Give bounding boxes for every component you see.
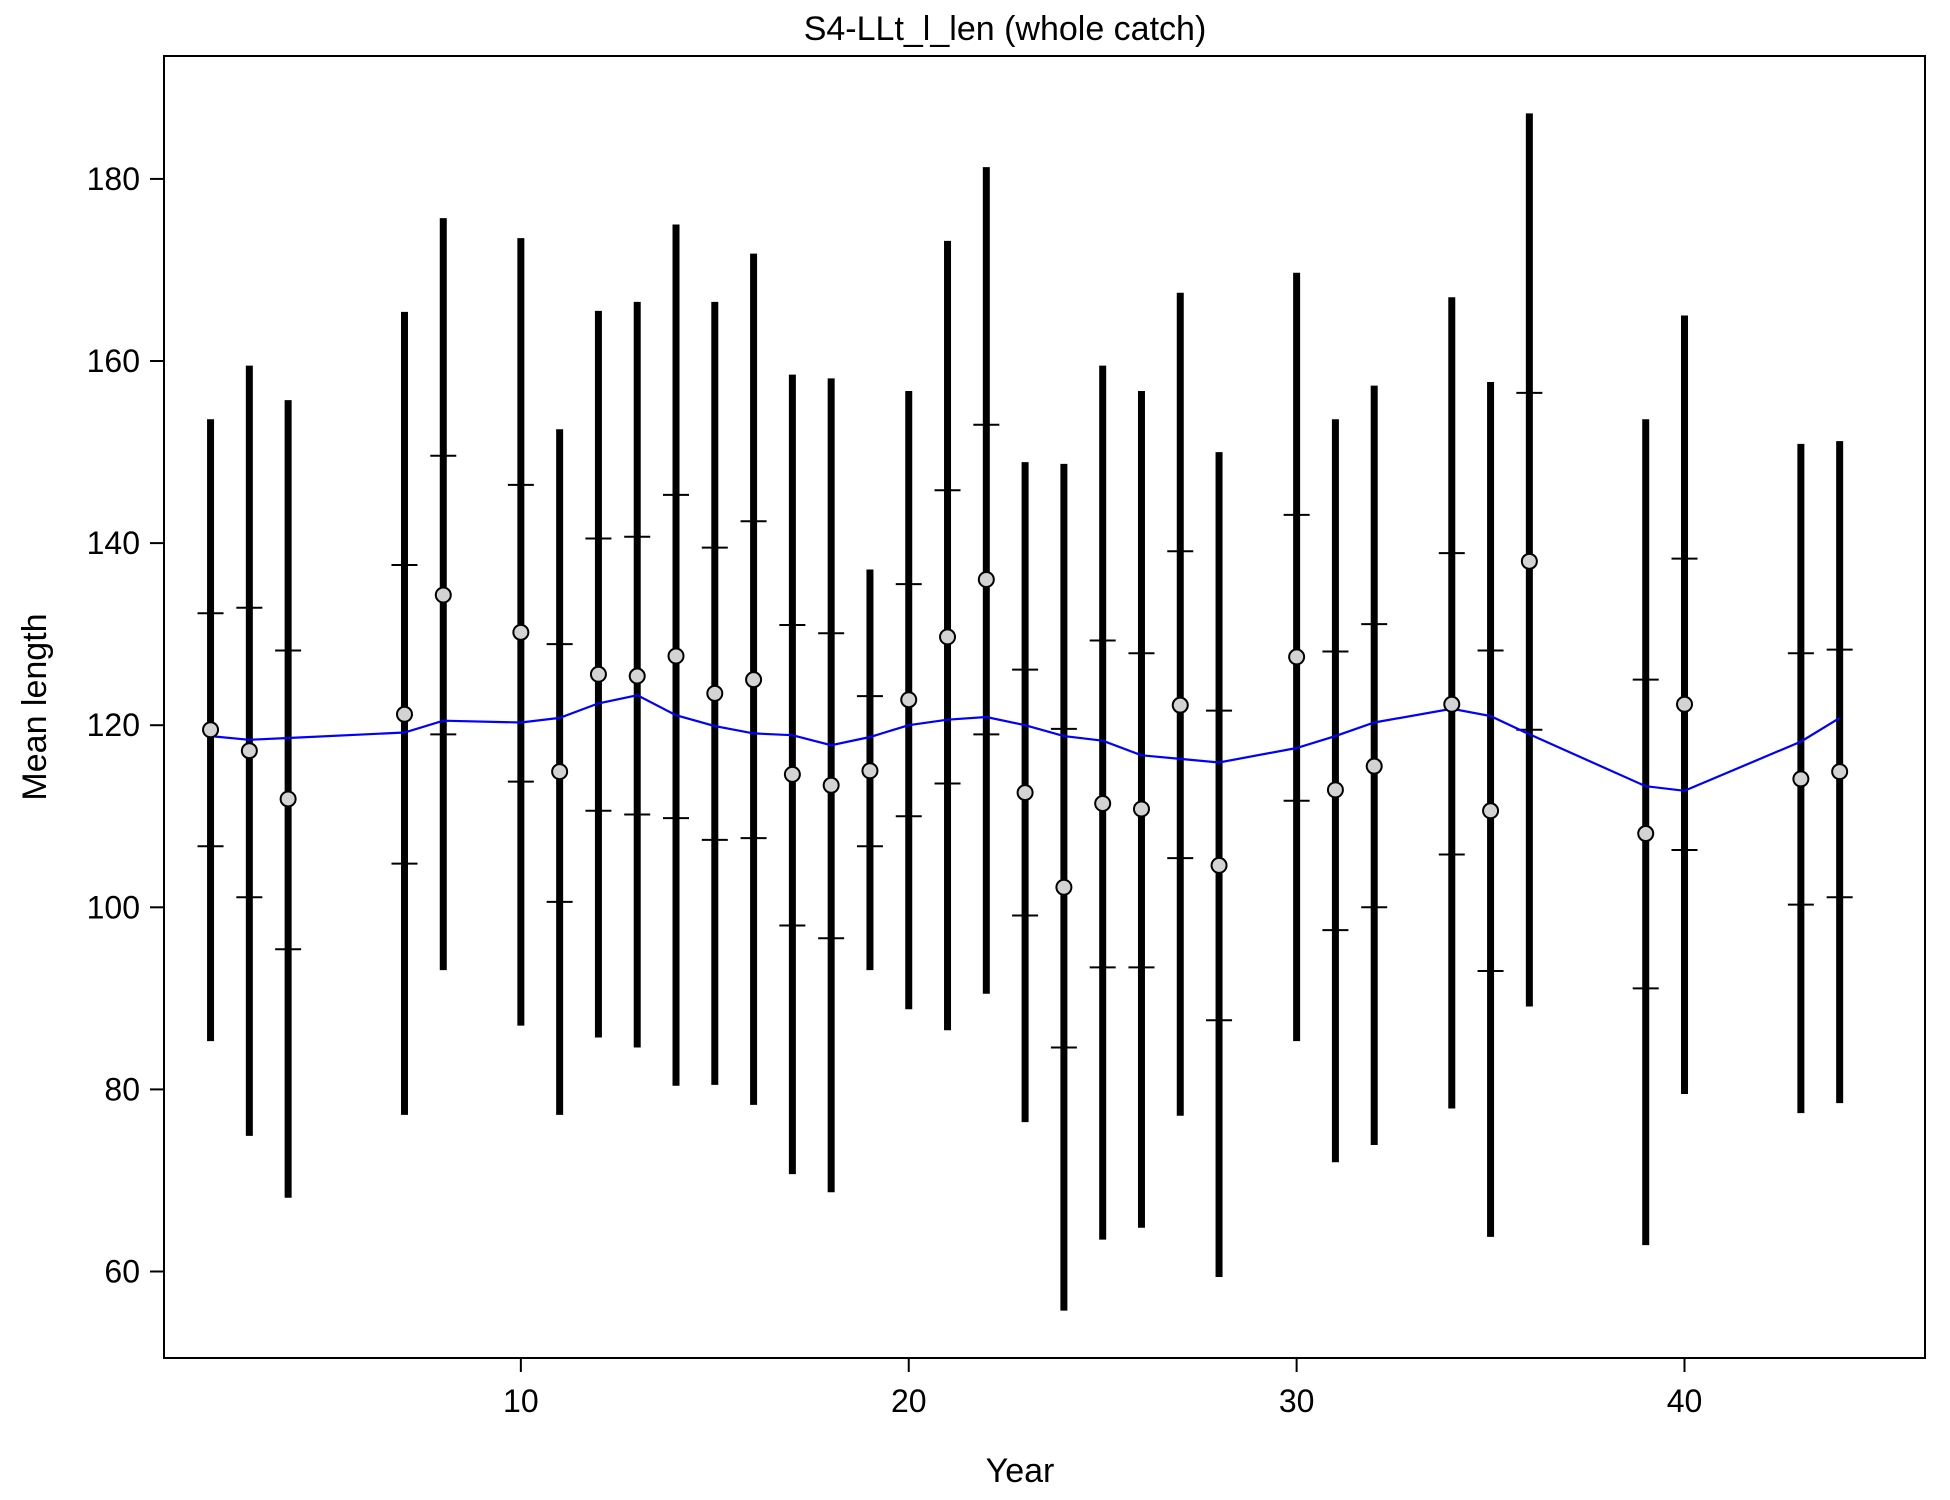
data-point [1171, 696, 1189, 714]
data-point [395, 705, 413, 723]
data-point [1831, 763, 1849, 781]
y-tick-label: 140 [87, 525, 140, 561]
observed-points [202, 552, 1849, 896]
y-tick-label: 120 [87, 707, 140, 743]
data-point [512, 623, 530, 641]
interval-ticks [197, 391, 1853, 1049]
data-point [822, 776, 840, 794]
data-point [1288, 648, 1306, 666]
chart-title: S4-LLt_l_len (whole catch) [804, 10, 1207, 48]
data-point [1210, 856, 1228, 874]
data-point [900, 691, 918, 709]
data-point [939, 628, 957, 646]
data-point [628, 667, 646, 685]
plot-frame [163, 55, 1926, 1359]
data-point [1637, 825, 1655, 843]
data-point [202, 721, 220, 739]
y-tick-label: 160 [87, 343, 140, 379]
data-point [1055, 878, 1073, 896]
data-point [589, 665, 607, 683]
data-point [977, 571, 995, 589]
data-point [1326, 781, 1344, 799]
data-point [434, 586, 452, 604]
x-axis: 10 20 30 40 [503, 1358, 1702, 1419]
x-tick-label: 30 [1279, 1383, 1315, 1419]
data-point [861, 762, 879, 780]
data-point [551, 763, 569, 781]
x-tick-label: 40 [1667, 1383, 1703, 1419]
data-point [1132, 800, 1150, 818]
y-tick-label: 60 [104, 1254, 140, 1290]
error-bars [207, 113, 1844, 1311]
data-point [279, 790, 297, 808]
data-point [706, 684, 724, 702]
x-tick-label: 10 [503, 1383, 539, 1419]
x-tick-label: 20 [891, 1383, 927, 1419]
data-point [1094, 795, 1112, 813]
data-point [1792, 770, 1810, 788]
y-axis: 60 80 100 120 140 160 180 [87, 161, 164, 1290]
data-point [783, 765, 801, 783]
data-point [1676, 695, 1694, 713]
y-tick-label: 100 [87, 889, 140, 925]
data-point [667, 647, 685, 665]
y-axis-title: Mean length [16, 613, 54, 800]
expected-line [210, 694, 1841, 792]
x-axis-title: Year [986, 1452, 1055, 1490]
data-point [240, 742, 258, 760]
y-tick-label: 80 [104, 1071, 140, 1107]
data-point [745, 671, 763, 689]
data-point [1365, 757, 1383, 775]
data-point [1443, 695, 1461, 713]
data-point [1520, 552, 1538, 570]
data-point [1482, 802, 1500, 820]
data-point [1016, 784, 1034, 802]
y-tick-label: 180 [87, 161, 140, 197]
